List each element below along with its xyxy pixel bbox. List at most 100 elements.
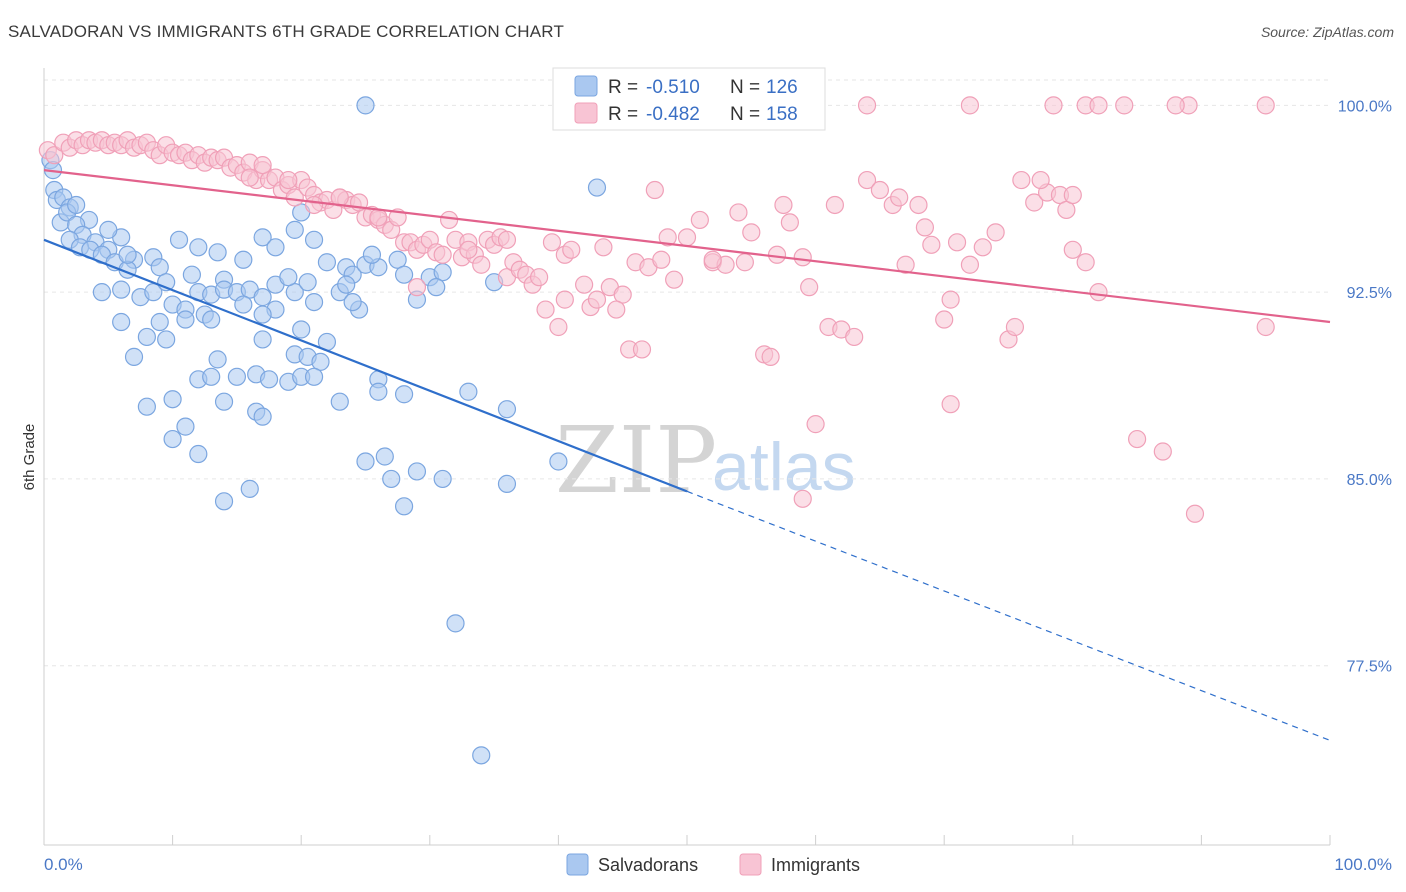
immigrant-point [857,170,877,190]
immigrant-point [536,300,555,319]
immigrant-point [1076,253,1095,272]
salvadoran-point [356,452,375,471]
salvadoran-point [433,469,452,489]
salvadoran-point [253,305,272,324]
salvadoran-point [208,243,227,262]
immigrant-point [857,96,877,115]
immigrant-point [1063,240,1082,259]
immigrant-trend-line [43,169,1331,324]
salvadoran-point [67,195,86,215]
salvadoran-point [330,392,349,411]
immigrant-point [915,218,935,237]
immigrant-point [774,195,793,215]
immigrant-point [735,253,754,272]
immigrant-point [587,290,607,309]
immigrant-point [890,188,909,207]
salvadoran-point [382,469,401,489]
salvadoran-point [337,275,356,294]
legend-n-value-2: 158 [766,104,798,125]
salvadoran-point [304,292,324,312]
immigrant-point [542,233,562,252]
bottom-legend-label-immigrants: Immigrants [771,855,860,875]
immigrant-point [279,170,298,190]
salvadoran-point [259,370,279,389]
x-tick-label-left: 0.0% [44,855,83,874]
immigrant-point [1127,429,1147,449]
legend-n-label-1: N = [730,77,760,98]
y-tick-label: 77.5% [1347,659,1392,676]
immigrant-point [1031,170,1050,190]
immigrant-point [935,310,954,329]
salvadoran-point [472,746,491,765]
immigrant-point [45,146,64,165]
legend-r-value-2: -0.482 [646,104,700,125]
legend-n-label-2: N = [730,104,760,125]
immigrant-point [825,195,844,215]
salvadoran-point [99,220,118,239]
immigrant-point [941,290,960,309]
salvadoran-point [189,444,208,464]
immigrant-point [1005,317,1025,337]
salvadoran-point [227,367,246,386]
salvadoran-point [112,312,131,332]
salvadoran-point [240,479,259,498]
salvadoran-point [459,382,478,401]
salvadoran-point [497,400,517,419]
trend-lines [43,169,1331,741]
salvadoran-point [549,452,568,471]
immigrant-point [562,240,581,259]
salvadoran-point [279,268,298,287]
immigrant-point [613,285,632,304]
immigrant-point [806,415,825,434]
salvadoran-trend-extension [686,490,1331,741]
immigrant-point [1063,185,1082,205]
salvadoran-point [253,407,272,426]
salvadoran-point [234,250,253,269]
salvadoran-point [362,245,382,264]
immigrant-point [433,245,452,264]
immigrant-point [941,395,960,414]
immigrant-point [677,228,697,247]
x-tick-label-right: 100.0% [1334,855,1392,874]
immigrant-point [870,180,890,200]
immigrant-point [947,233,967,252]
salvadoran-point [285,283,304,302]
x-ticks [43,835,1331,845]
salvadoran-point [427,278,446,297]
salvadoran-point [497,474,517,493]
salvadoran-point [253,330,272,349]
salvadoran-point [92,283,111,302]
salvadoran-point [202,310,221,329]
salvadoran-point [343,292,362,312]
scatter-points [38,96,1275,765]
immigrant-point [960,255,980,274]
salvadoran-point [137,327,156,347]
immigrant-point [665,270,684,289]
y-tick-labels: 100.0% 92.5% 85.0% 77.5% [1338,98,1392,675]
immigrant-point [285,188,304,207]
immigrant-point [555,290,574,309]
immigrant-point [896,255,915,274]
salvadoran-point [124,347,144,366]
salvadoran-point [304,367,324,386]
immigrant-point [742,223,761,242]
immigrant-point [304,195,324,215]
immigrant-point [909,195,928,215]
immigrant-point [1153,442,1172,461]
immigrant-point [800,278,819,297]
salvadoran-point [214,492,234,511]
salvadoran-point [317,253,337,272]
immigrant-point [703,250,722,269]
stats-legend: R = -0.510 N = 126 R = -0.482 N = 158 [552,67,826,131]
immigrant-point [1057,200,1076,220]
salvadoran-point [150,312,169,332]
bottom-legend-swatch-immigrants [739,853,762,876]
immigrant-point [729,203,748,222]
immigrant-point [761,347,780,366]
bottom-legend: Salvadorans Immigrants [566,853,860,876]
immigrant-point [1256,96,1275,115]
immigrant-point [845,327,864,347]
salvadoran-point [182,265,201,284]
salvadoran-point [163,429,182,449]
